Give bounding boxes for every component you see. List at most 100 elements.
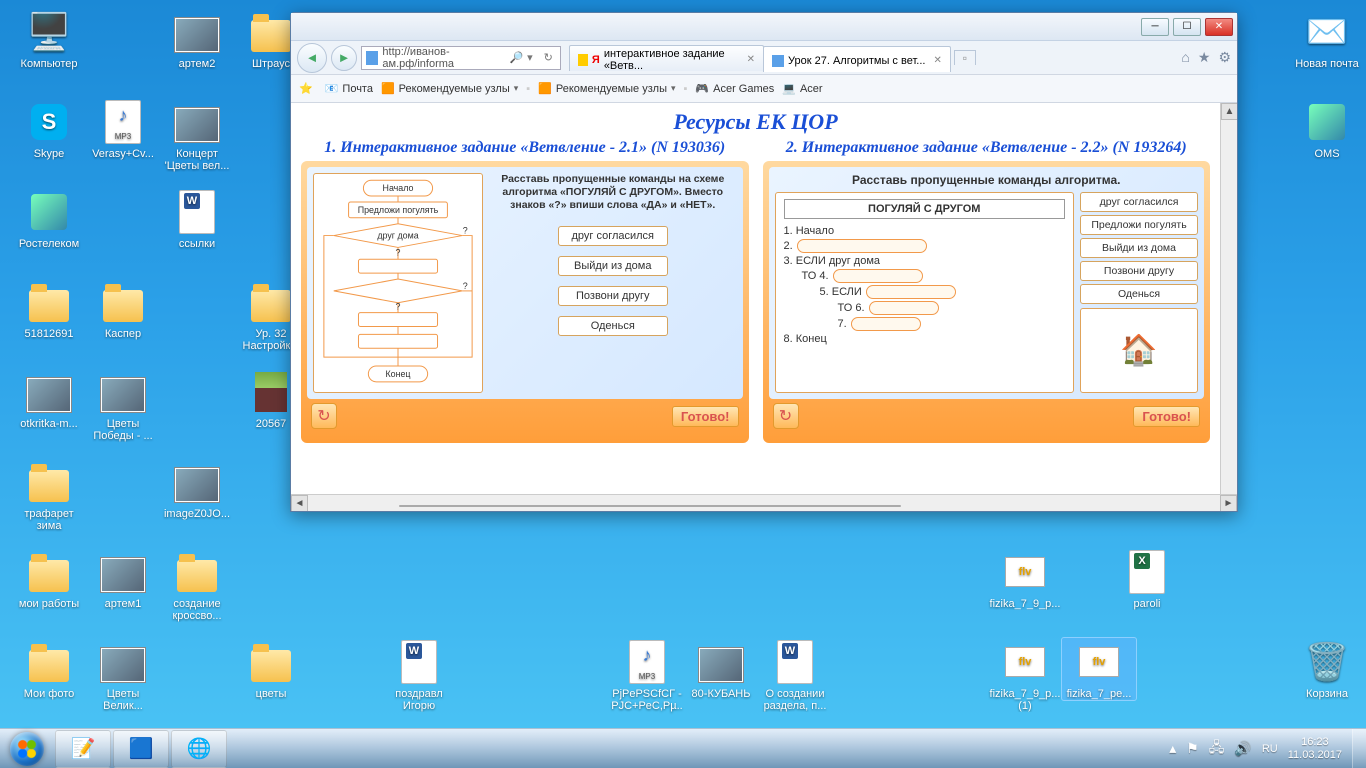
command-chip[interactable]: Позвони другу	[1080, 261, 1198, 281]
command-chip[interactable]: Оденься	[558, 316, 668, 336]
desktop-icon[interactable]: поздравл Игорю	[382, 638, 456, 712]
desktop-icon[interactable]: flvfizika_7_9_p...	[988, 548, 1062, 610]
icon-label: Концерт 'Цветы вел...	[160, 148, 234, 172]
desktop-icon[interactable]: Ростелеком	[12, 188, 86, 250]
desktop-icon[interactable]: Цветы Велик...	[86, 638, 160, 712]
horizontal-scrollbar[interactable]: ◄ ►	[291, 494, 1237, 511]
icon-label: цветы	[234, 688, 308, 700]
desktop-icon[interactable]: otkritka-m...	[12, 368, 86, 430]
desktop-icon[interactable]: Мои фото	[12, 638, 86, 700]
browser-tab[interactable]: Урок 27. Алгоритмы с вет...✕	[763, 46, 951, 72]
fav-label: Рекомендуемые узлы	[556, 83, 667, 95]
taskbar-app[interactable]: 🟦	[113, 730, 169, 768]
desktop-icon[interactable]: мои работы	[12, 548, 86, 610]
desktop-icon[interactable]: ссылки	[160, 188, 234, 250]
blank-slot[interactable]	[869, 301, 939, 315]
desktop-icon[interactable]: трафарет зима	[12, 458, 86, 532]
desktop-icon[interactable]: Verasy+Cv...	[86, 98, 160, 160]
favorites-item[interactable]: ⭐	[299, 82, 317, 95]
refresh-icon[interactable]: ↻	[544, 51, 556, 65]
dropdown-icon[interactable]: ▾	[527, 51, 539, 65]
favorites-item[interactable]: 📧Почта	[325, 82, 373, 95]
img-icon	[697, 638, 745, 686]
desktop-icon[interactable]: 51812691	[12, 278, 86, 340]
desktop-icon[interactable]: ✉️Новая почта	[1290, 8, 1364, 70]
taskbar-app[interactable]: 🌐	[171, 730, 227, 768]
done-button[interactable]: Готово!	[1133, 406, 1200, 427]
tray-up-icon[interactable]: ▴	[1169, 740, 1176, 757]
icon-label: fizika_7_9_p...	[988, 598, 1062, 610]
desktop-icon[interactable]: OMS	[1290, 98, 1364, 160]
network-icon[interactable]: 🖧	[1209, 737, 1225, 761]
blank-slot[interactable]	[797, 239, 927, 253]
instructions-text-2: Расставь пропущенные команды алгоритма.	[775, 173, 1199, 188]
command-chip[interactable]: друг согласился	[1080, 192, 1198, 212]
command-chip[interactable]: Оденься	[1080, 284, 1198, 304]
desktop-icon[interactable]: Каспер	[86, 278, 160, 340]
tab-close-icon[interactable]: ✕	[933, 55, 941, 66]
volume-icon[interactable]: 🔊	[1234, 740, 1251, 757]
reset-button[interactable]: ↻	[311, 403, 337, 429]
maximize-button[interactable]: ☐	[1173, 18, 1201, 36]
minimize-button[interactable]: ─	[1141, 18, 1169, 36]
done-button[interactable]: Готово!	[672, 406, 739, 427]
command-chip[interactable]: Предложи погулять	[1080, 215, 1198, 235]
address-bar[interactable]: http://иванов-ам.рф/informa 🔎 ▾ ↻	[361, 46, 561, 70]
start-button[interactable]	[0, 729, 54, 768]
algorithm-list[interactable]: ПОГУЛЯЙ С ДРУГОМ 1. Начало 2. 3. ЕСЛИ др…	[775, 192, 1075, 393]
browser-tab[interactable]: Я интерактивное задание «Ветв...✕	[569, 45, 764, 71]
blank-slot[interactable]	[866, 285, 956, 299]
favorites-icon[interactable]: ★	[1198, 49, 1211, 66]
taskbar-app[interactable]: 📝	[55, 730, 111, 768]
desktop-icon[interactable]: SSkype	[12, 98, 86, 160]
img-icon	[173, 8, 221, 56]
desktop-icon[interactable]: 🗑️Корзина	[1290, 638, 1364, 700]
scroll-thumb[interactable]	[399, 505, 901, 507]
tools-icon[interactable]: ⚙	[1218, 49, 1231, 66]
desktop-icon[interactable]: артем1	[86, 548, 160, 610]
favorites-item[interactable]: 🟧Рекомендуемые узлы	[381, 82, 518, 95]
home-icon[interactable]: ⌂	[1181, 49, 1189, 66]
desktop-icon[interactable]: flvfizika_7_9_p... (1)	[988, 638, 1062, 712]
command-chip[interactable]: Выйди из дома	[1080, 238, 1198, 258]
blank-slot[interactable]	[851, 317, 921, 331]
favorites-item[interactable]: 🎮Acer Games	[695, 82, 774, 95]
new-tab-button[interactable]: ▫	[954, 50, 976, 65]
desktop-icon[interactable]: flvfizika_7_pe...	[1062, 638, 1136, 700]
forward-button[interactable]: ►	[331, 45, 357, 71]
desktop-icon[interactable]: О создании раздела, п...	[758, 638, 832, 712]
command-chip[interactable]: друг согласился	[558, 226, 668, 246]
close-button[interactable]: ✕	[1205, 18, 1233, 36]
desktop-icon[interactable]: PjPePSCfCГ - PJC+PeC,Pµ...	[610, 638, 684, 716]
search-icon[interactable]: 🔎	[509, 51, 523, 65]
comp-icon: 🖥️	[25, 8, 73, 56]
desktop-icon[interactable]: 🖥️Компьютер	[12, 8, 86, 70]
show-desktop-button[interactable]	[1352, 729, 1366, 768]
fav-icon: ⭐	[299, 82, 313, 95]
scroll-left-icon[interactable]: ◄	[291, 495, 308, 512]
desktop-icon[interactable]: Концерт 'Цветы вел...	[160, 98, 234, 172]
clock[interactable]: 16:23 11.03.2017	[1288, 736, 1342, 761]
back-button[interactable]: ◄	[297, 43, 327, 73]
desktop-icon[interactable]: цветы	[234, 638, 308, 700]
vertical-scrollbar[interactable]: ▲	[1220, 103, 1237, 494]
flag-icon[interactable]: ⚑	[1186, 740, 1199, 757]
desktop-icon[interactable]: paroli	[1110, 548, 1184, 610]
tab-close-icon[interactable]: ✕	[747, 54, 755, 65]
blank-slot[interactable]	[833, 269, 923, 283]
command-chip[interactable]: Выйди из дома	[558, 256, 668, 276]
command-chip[interactable]: Позвони другу	[558, 286, 668, 306]
favorites-item[interactable]: 🟧Рекомендуемые узлы	[538, 82, 675, 95]
language-indicator[interactable]: RU	[1262, 743, 1278, 755]
desktop-icon[interactable]: создание кроссво...	[160, 548, 234, 622]
desktop-icon[interactable]: 80-КУБАНЬ	[684, 638, 758, 700]
favorites-item[interactable]: 💻Acer	[782, 82, 822, 95]
icon-label: О создании раздела, п...	[758, 688, 832, 712]
reset-button[interactable]: ↻	[773, 403, 799, 429]
desktop-icon[interactable]: артем2	[160, 8, 234, 70]
flowchart-pane[interactable]: Начало Предложи погулять друг дома ? ? ?…	[313, 173, 483, 393]
scroll-up-icon[interactable]: ▲	[1221, 103, 1237, 120]
desktop-icon[interactable]: imageZ0JO...	[160, 458, 234, 520]
desktop-icon[interactable]: Цветы Победы - ...	[86, 368, 160, 442]
scroll-right-icon[interactable]: ►	[1220, 495, 1237, 512]
